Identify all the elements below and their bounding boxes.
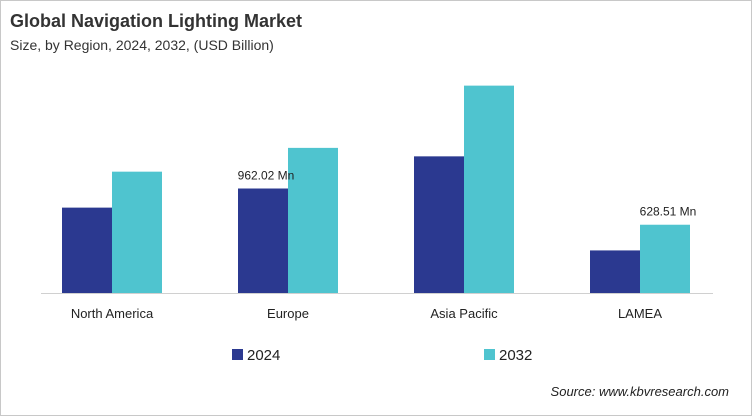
bar-2024-2	[414, 156, 464, 293]
x-tick-label: North America	[71, 306, 154, 321]
bar-2024-1	[238, 188, 288, 293]
chart-subtitle: Size, by Region, 2024, 2032, (USD Billio…	[10, 37, 274, 53]
legend-label: 2032	[499, 347, 532, 364]
legend-label: 2024	[247, 347, 280, 364]
source-note: Source: www.kbvresearch.com	[550, 384, 729, 399]
bar-2032-3	[640, 224, 690, 293]
legend-swatch-2032	[484, 349, 495, 360]
x-tick-label: Europe	[267, 306, 309, 321]
bar-2032-1	[288, 147, 338, 293]
bar-2032-2	[464, 85, 514, 293]
bar-2024-0	[62, 207, 112, 293]
legend-swatch-2024	[232, 349, 243, 360]
bar-2024-3	[590, 250, 640, 293]
x-tick-label: LAMEA	[618, 306, 662, 321]
chart-title: Global Navigation Lighting Market	[10, 11, 303, 31]
data-label: 628.51 Mn	[640, 205, 697, 219]
bar-2032-0	[112, 171, 162, 293]
x-tick-label: Asia Pacific	[430, 306, 498, 321]
data-label: 962.02 Mn	[238, 169, 295, 183]
